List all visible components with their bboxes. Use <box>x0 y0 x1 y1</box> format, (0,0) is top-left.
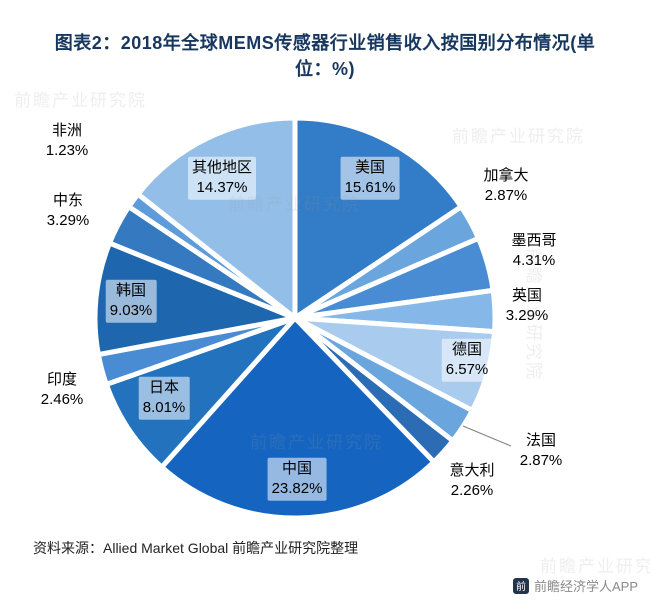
source-note: 资料来源：Allied Market Global 前瞻产业研究院整理 <box>33 540 359 556</box>
app-logo-icon: 前 <box>512 577 529 594</box>
pie-slice-south-korea <box>92 240 298 358</box>
pie-slice-usa <box>292 115 464 321</box>
chart-title: 图表2：2018年全球MEMS传感器行业销售收入按国别分布情况(单位：%) <box>54 33 596 80</box>
app-badge-label: 前瞻经济学人APP <box>533 579 638 594</box>
app-badge: 前 前瞻经济学人APP <box>512 576 638 595</box>
leader-line-france <box>462 425 512 447</box>
pie-slice-china <box>159 315 437 521</box>
